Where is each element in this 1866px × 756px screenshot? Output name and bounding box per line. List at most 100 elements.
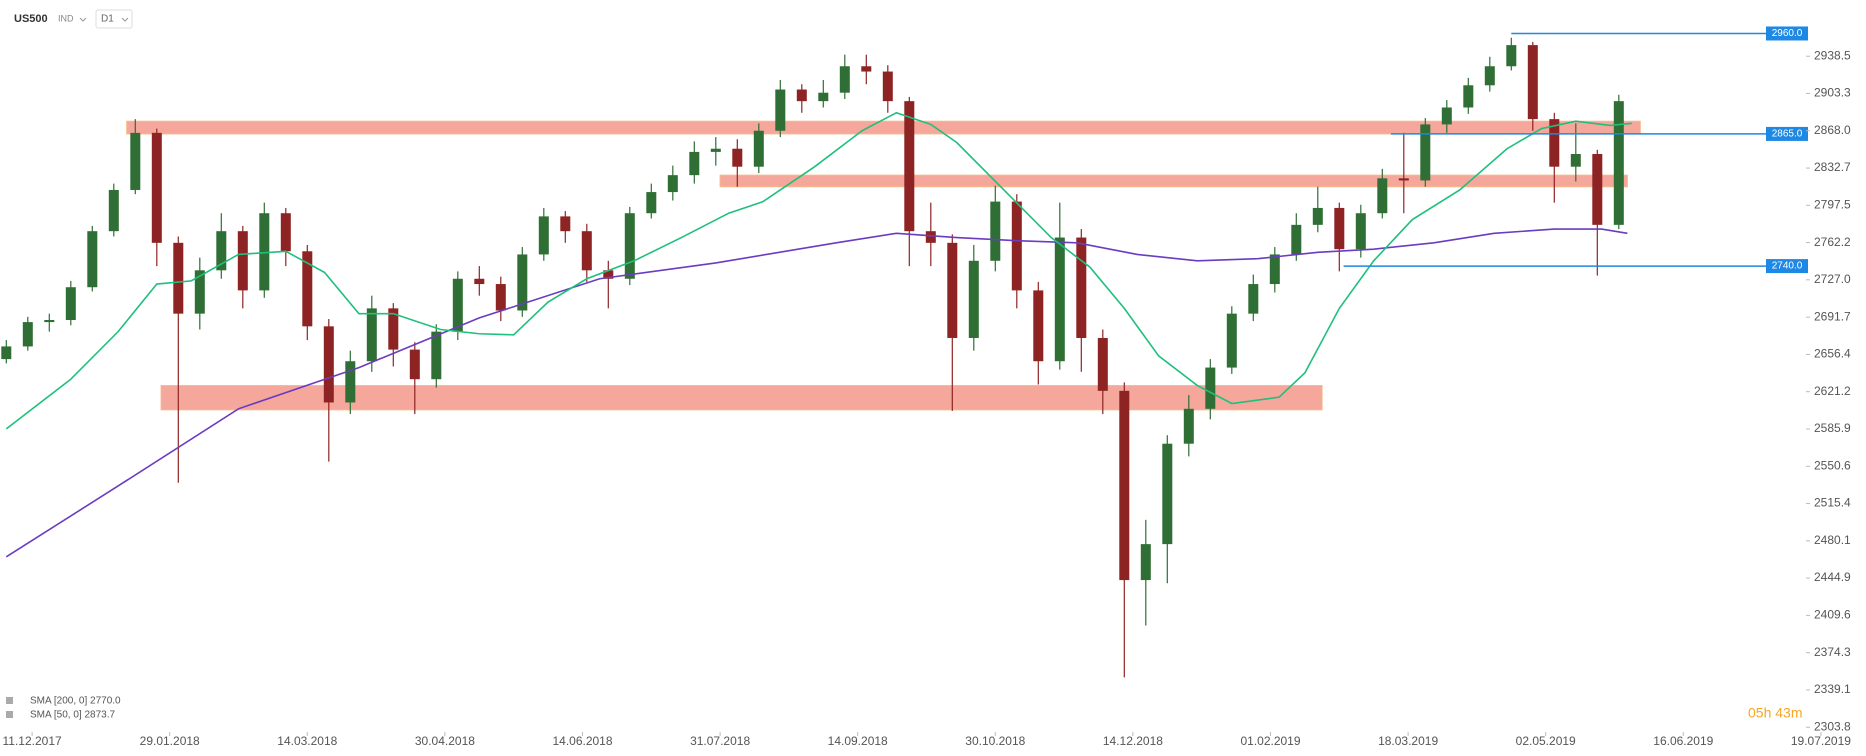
candle-body (1355, 213, 1366, 250)
dropdown-arrow (79, 17, 87, 22)
x-tick-label: 30.10.2018 (965, 734, 1025, 748)
candle-body (1398, 178, 1409, 181)
candle-body (194, 270, 205, 314)
x-tick-label: 18.03.2019 (1378, 734, 1438, 748)
y-tick-label: 2938.5 (1814, 48, 1851, 62)
x-tick-label: 19.07.2019 (1791, 734, 1851, 748)
candle-body (710, 148, 721, 152)
candle-body (925, 231, 936, 243)
y-tick-label: 2409.6 (1814, 608, 1851, 622)
candle-body (366, 308, 377, 362)
candle-body (753, 130, 764, 167)
interval[interactable]: D1 (101, 14, 114, 25)
y-tick-label: 2656.4 (1814, 347, 1851, 361)
candle-body (968, 260, 979, 338)
candle-body (22, 322, 33, 347)
candle-body (1334, 207, 1345, 250)
y-tick-label: 2832.7 (1814, 160, 1851, 174)
interval-dropdown[interactable] (95, 9, 133, 29)
candle-body (1484, 66, 1495, 86)
candle-body (173, 242, 184, 314)
candle-body (775, 89, 786, 131)
x-tick-label: 14.06.2018 (552, 734, 612, 748)
candle-body (216, 231, 227, 271)
level-label-box (1766, 26, 1808, 41)
y-tick-label: 2585.9 (1814, 421, 1851, 435)
candle-body (87, 231, 98, 288)
market-dropdown[interactable]: IND (58, 13, 74, 23)
candle-body (1119, 390, 1130, 581)
candle-body (431, 331, 442, 380)
candle-body (1613, 101, 1624, 225)
candle-body (818, 92, 829, 102)
candle-body (1011, 201, 1022, 291)
y-tick-label: 2762.2 (1814, 235, 1851, 249)
x-tick-label: 29.01.2018 (140, 734, 200, 748)
x-tick-label: 01.02.2019 (1240, 734, 1300, 748)
candle-body (1, 346, 12, 360)
level-label: 2960.0 (1772, 28, 1803, 39)
candle-body (882, 71, 893, 102)
candle-body (1549, 119, 1560, 167)
x-tick-label: 14.12.2018 (1103, 734, 1163, 748)
candle-body (1441, 107, 1452, 125)
countdown: 05h 43m (1748, 705, 1802, 721)
candle-body (151, 132, 162, 243)
y-tick-label: 2727.0 (1814, 272, 1851, 286)
candle-body (1527, 45, 1538, 120)
candle-body (1269, 254, 1280, 285)
candle-body (388, 308, 399, 350)
candle-body (1205, 367, 1216, 409)
level-label: 2740.0 (1772, 261, 1803, 272)
candle-body (1226, 313, 1237, 368)
candle-body (904, 101, 915, 232)
candle-body (1377, 178, 1388, 214)
candle-body (1140, 544, 1151, 581)
level-label: 2865.0 (1772, 129, 1803, 140)
candle-body (108, 189, 119, 232)
candle-body (947, 242, 958, 338)
x-tick-label: 31.07.2018 (690, 734, 750, 748)
candle-body (1183, 408, 1194, 444)
candle-body (452, 278, 463, 332)
candle-body (495, 284, 506, 311)
x-tick-label: 11.12.2017 (3, 734, 62, 748)
legend-icon (6, 697, 13, 704)
candle-body (409, 349, 420, 380)
candle-body (796, 89, 807, 102)
y-tick-label: 2797.5 (1814, 197, 1851, 211)
zone (160, 385, 1323, 411)
candle-body (646, 192, 657, 214)
zone (719, 174, 1628, 188)
legend-label: SMA [200, 0] 2770.0 (30, 696, 121, 707)
candle-body (517, 254, 528, 311)
candle-body (1592, 154, 1603, 225)
x-tick-label: 02.05.2019 (1516, 734, 1576, 748)
candle-body (667, 175, 678, 193)
level-label-box (1766, 259, 1808, 274)
candle-body (474, 278, 485, 285)
y-tick-label: 2903.3 (1814, 86, 1851, 100)
y-tick-label: 2691.7 (1814, 309, 1851, 323)
candle-body (1097, 337, 1108, 391)
legend-icon (6, 711, 13, 718)
candle-body (581, 231, 592, 271)
candle-body (1420, 124, 1431, 181)
candle-body (1463, 85, 1474, 108)
y-tick-label: 2374.3 (1814, 645, 1851, 659)
candle-body (345, 361, 356, 403)
candle-body (1570, 154, 1581, 167)
dropdown-arrow (121, 17, 129, 22)
candle-body (538, 216, 549, 255)
x-tick-label: 16.06.2019 (1653, 734, 1713, 748)
y-tick-label: 2303.8 (1814, 719, 1851, 733)
symbol: US500 (14, 13, 48, 25)
candle-body (1162, 443, 1173, 545)
candle-body (65, 287, 76, 320)
candle-body (1248, 284, 1259, 314)
candle-body (732, 148, 743, 167)
candle-body (1076, 237, 1087, 338)
y-tick-label: 2444.9 (1814, 570, 1851, 584)
